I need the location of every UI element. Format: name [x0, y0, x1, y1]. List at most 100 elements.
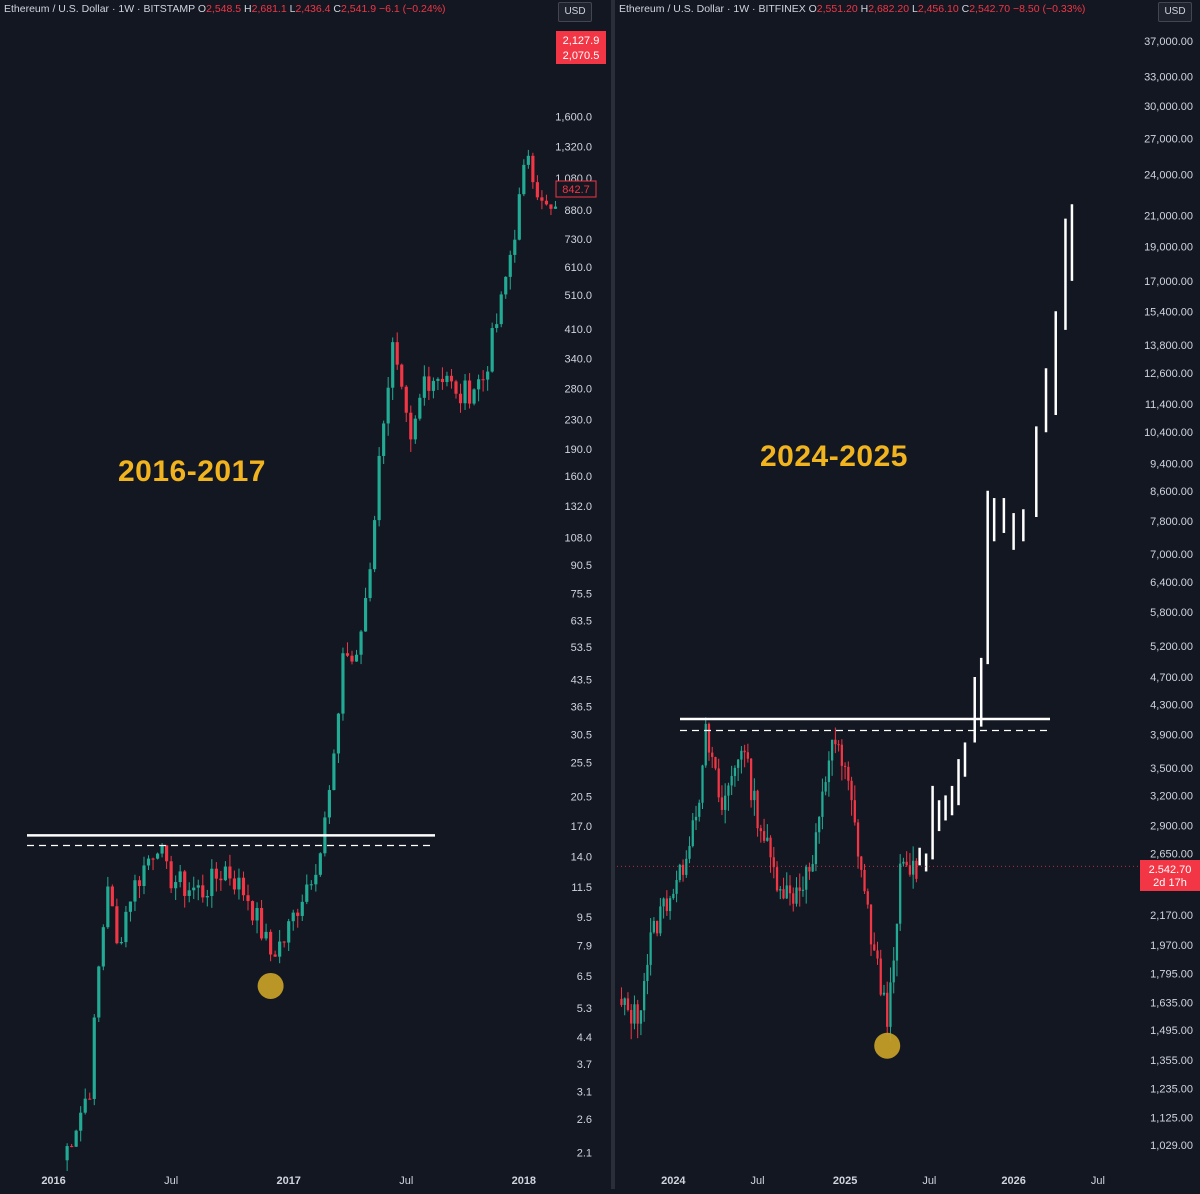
candle-body: [688, 846, 691, 859]
right-low-label: L: [911, 3, 918, 15]
y-tick-label: 90.5: [571, 560, 592, 572]
candle-body: [309, 884, 313, 886]
candle-body: [630, 1010, 633, 1024]
candle-body: [513, 239, 517, 255]
candle-body: [79, 1112, 83, 1131]
y-tick-label: 17.0: [571, 821, 592, 833]
y-tick-label: 33,000.00: [1144, 71, 1193, 83]
y-tick-label: 11,400.00: [1145, 399, 1193, 411]
candle-body: [873, 944, 876, 951]
candle-body: [811, 864, 814, 872]
candle-body: [886, 992, 889, 1027]
candle-body: [327, 790, 331, 818]
candle-body: [250, 901, 255, 921]
right-chart-title: Ethereum / U.S. Dollar · 1W · BITFINEX: [619, 3, 806, 15]
candle-body: [749, 758, 753, 801]
y-tick-label: 3,500.00: [1150, 763, 1193, 775]
bottom-marker-circle: [257, 972, 284, 999]
left-chart-title: Ethereum / U.S. Dollar · 1W · BITSTAMP: [4, 3, 195, 15]
candle-body: [788, 885, 792, 894]
y-tick-label: 3,200.00: [1150, 790, 1193, 802]
candle-body: [196, 885, 200, 888]
candle-body: [902, 861, 905, 864]
candle-body: [766, 837, 769, 841]
candle-body: [769, 837, 772, 858]
candle-body: [115, 906, 119, 944]
left-close-value: 2,541.9: [341, 3, 377, 15]
x-tick-label: Jul: [922, 1175, 936, 1187]
candle-body: [74, 1130, 78, 1147]
left-chart-canvas[interactable]: 1,600.01,320.01,080.0880.0730.0610.0510.…: [0, 0, 611, 1189]
candle-body: [830, 739, 834, 761]
candle-body: [685, 858, 688, 875]
candle-body: [291, 912, 295, 922]
y-tick-label: 30,000.00: [1144, 101, 1193, 113]
candle-body: [717, 768, 720, 798]
candle-body: [779, 889, 782, 891]
candle-body: [665, 898, 668, 912]
candle-body: [436, 378, 440, 381]
candle-body: [892, 960, 895, 983]
candle-body: [124, 911, 128, 943]
left-currency-button[interactable]: USD: [558, 2, 592, 22]
candle-body: [508, 254, 512, 277]
y-tick-label: 1,600.0: [555, 112, 592, 124]
candle-body: [287, 921, 291, 943]
candle-body: [246, 895, 250, 902]
candle-body: [368, 569, 372, 598]
right-chart-canvas[interactable]: 37,000.00 33,000.00 30,000.00 27,000.00 24,0…: [605, 0, 1200, 1189]
y-tick-label: 3.7: [577, 1059, 592, 1071]
candle-body: [278, 941, 282, 957]
candle-body: [228, 866, 232, 879]
y-tick-label: 14.0: [571, 851, 592, 863]
x-tick-label: Jul: [751, 1175, 765, 1187]
left-chart-panel[interactable]: 1,600.0 1,320.0 1,080.0 880.0 730.0 610.0 510.…: [0, 0, 611, 1189]
candle-body: [753, 790, 756, 801]
candle-body: [65, 1146, 69, 1161]
candle-body: [155, 853, 160, 859]
candle-body: [544, 200, 549, 205]
candle-body: [759, 828, 762, 832]
candle-body: [187, 890, 191, 896]
candle-body: [662, 898, 665, 907]
candle-body: [678, 864, 681, 881]
price-tag-box: [1140, 873, 1200, 891]
x-tick-label: 2016: [41, 1175, 65, 1187]
right-chart-panel[interactable]: 37,000.00 33,000.00 30,000.00 27,000.00 24,0…: [605, 0, 1200, 1189]
y-tick-label: 190.0: [564, 444, 592, 456]
right-change-value: −8.50 (−0.33%): [1013, 3, 1086, 15]
candle-body: [517, 194, 521, 240]
panel-divider[interactable]: [611, 0, 615, 1189]
y-tick-label: 230.0: [564, 414, 592, 426]
right-chart-header: Ethereum / U.S. Dollar · 1W · BITFINEX O…: [619, 3, 1085, 15]
left-open-value: 2,548.5: [206, 3, 242, 15]
candle-body: [142, 865, 146, 886]
candle-body: [668, 898, 672, 912]
y-tick-label: 4,300.00: [1150, 699, 1193, 711]
candle-body: [395, 342, 399, 365]
candle-body: [837, 744, 840, 746]
left-high-value: 2,681.1: [251, 3, 287, 15]
y-tick-label: 15,400.00: [1144, 306, 1193, 318]
candle-body: [386, 387, 390, 424]
candle-body: [876, 950, 879, 959]
y-tick-label: 7,800.00: [1150, 516, 1193, 528]
candle-body: [259, 908, 264, 939]
y-tick-label: 2.6: [577, 1114, 592, 1126]
y-tick-label: 63.5: [571, 615, 592, 627]
candle-body: [553, 206, 558, 209]
x-tick-label: Jul: [164, 1175, 178, 1187]
candle-body: [458, 393, 463, 404]
candle-body: [201, 885, 205, 898]
y-tick-label: 20.5: [571, 792, 592, 804]
right-currency-button[interactable]: USD: [1158, 2, 1192, 22]
candle-body: [707, 723, 711, 753]
right-close-value: 2,542.70: [969, 3, 1011, 15]
candle-body: [798, 887, 801, 891]
candle-body: [740, 750, 743, 760]
price-tag-label: 2d 17h: [1153, 877, 1187, 889]
candle-body: [762, 831, 766, 841]
y-tick-label: 2.1: [577, 1147, 592, 1159]
candle-body: [785, 885, 788, 899]
right-high-label: H: [860, 3, 869, 15]
